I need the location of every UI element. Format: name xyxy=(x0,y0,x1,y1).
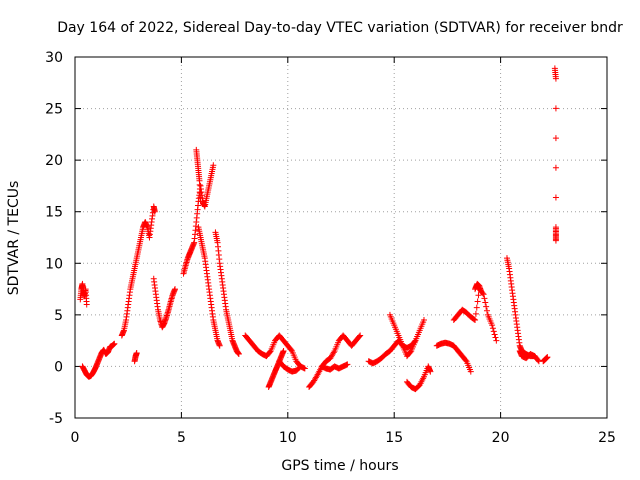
data-point xyxy=(535,357,542,364)
series-arc-x xyxy=(551,65,559,244)
series-arc-r xyxy=(433,339,474,375)
series-arc-m xyxy=(306,332,364,391)
axis-ticks: 0 5 10 15 20 25 -5 0 5 10 15 20 25 30 xyxy=(45,50,616,446)
series-arc-i xyxy=(212,229,242,358)
series-arc-p xyxy=(386,311,427,360)
y-tick-label: -5 xyxy=(49,411,63,427)
data-point xyxy=(280,347,287,354)
data-point xyxy=(493,337,500,344)
data-point xyxy=(467,368,474,375)
series-arc-u xyxy=(503,255,538,360)
data-point xyxy=(471,316,478,323)
data-point xyxy=(478,289,485,296)
series-arc-g xyxy=(193,146,204,205)
y-tick-label: 25 xyxy=(45,102,63,118)
data-point xyxy=(481,295,488,302)
data-point xyxy=(490,328,497,335)
data-point xyxy=(296,364,303,371)
series-arc-n xyxy=(318,361,351,373)
data-point xyxy=(483,307,490,314)
data-point xyxy=(492,334,499,341)
data-point xyxy=(489,325,496,332)
series-arc-l xyxy=(276,358,304,375)
series-arc-f xyxy=(180,162,217,277)
data-point xyxy=(473,304,480,311)
series-arc-b xyxy=(79,340,118,380)
y-tick-label: 10 xyxy=(45,256,63,272)
data-point xyxy=(475,292,482,299)
data-point xyxy=(552,105,559,112)
data-point xyxy=(489,322,496,329)
series-arc-c xyxy=(118,203,158,339)
data-point xyxy=(288,346,295,353)
y-axis-label: SDTVAR / TECUs xyxy=(6,181,22,296)
x-tick-label: 15 xyxy=(385,430,403,446)
series-arc-a xyxy=(77,280,90,308)
data-point xyxy=(330,349,337,356)
data-point xyxy=(472,310,479,317)
y-tick-label: 15 xyxy=(45,205,63,221)
y-tick-label: 30 xyxy=(45,50,63,66)
series-arc-q xyxy=(403,363,434,393)
data-point xyxy=(356,333,363,340)
x-tick-label: 25 xyxy=(598,430,616,446)
series-arc-e xyxy=(150,275,179,331)
data-point xyxy=(83,301,90,308)
data-point xyxy=(552,237,559,244)
data-point xyxy=(491,331,498,338)
series-arc-d xyxy=(131,350,140,365)
data-point xyxy=(210,162,217,169)
data-point xyxy=(462,357,469,364)
data-point xyxy=(552,194,559,201)
x-tick-label: 5 xyxy=(177,430,186,446)
data-point xyxy=(151,208,158,215)
x-tick-label: 20 xyxy=(492,430,510,446)
data-point xyxy=(297,363,304,370)
series-arc-j xyxy=(242,332,308,372)
y-tick-label: 0 xyxy=(54,359,63,375)
x-tick-label: 10 xyxy=(279,430,297,446)
data-point xyxy=(544,354,551,361)
data-point xyxy=(427,368,434,375)
data-point xyxy=(472,317,479,324)
series-arc-t xyxy=(472,280,485,296)
data-point xyxy=(266,348,273,355)
data-point xyxy=(313,373,320,380)
data-point xyxy=(552,164,559,171)
data-point xyxy=(420,317,427,324)
chart-title: Day 164 of 2022, Sidereal Day-to-day VTE… xyxy=(57,20,623,36)
data-point xyxy=(474,298,481,305)
y-tick-label: 20 xyxy=(45,153,63,169)
data-point xyxy=(552,135,559,142)
data-point xyxy=(483,303,490,310)
series-arc-v xyxy=(516,347,542,365)
data-point xyxy=(235,351,242,358)
y-tick-label: 5 xyxy=(54,308,63,324)
series-arc-w xyxy=(540,354,551,365)
data-point xyxy=(197,198,204,205)
data-point xyxy=(344,361,351,368)
data-point xyxy=(357,332,364,339)
data-point xyxy=(172,286,179,293)
data-points xyxy=(77,65,559,393)
data-point xyxy=(301,365,308,372)
plot-frame xyxy=(74,56,608,419)
data-point xyxy=(216,342,223,349)
data-point xyxy=(482,299,489,306)
series-arc-k xyxy=(265,347,287,391)
grid-lines xyxy=(75,57,607,418)
x-axis-label: GPS time / hours xyxy=(281,458,398,474)
series-arc-h xyxy=(195,224,223,349)
x-tick-label: 0 xyxy=(71,430,80,446)
data-point xyxy=(407,348,414,355)
data-point xyxy=(111,340,118,347)
data-point xyxy=(552,75,559,82)
data-point xyxy=(133,350,140,357)
